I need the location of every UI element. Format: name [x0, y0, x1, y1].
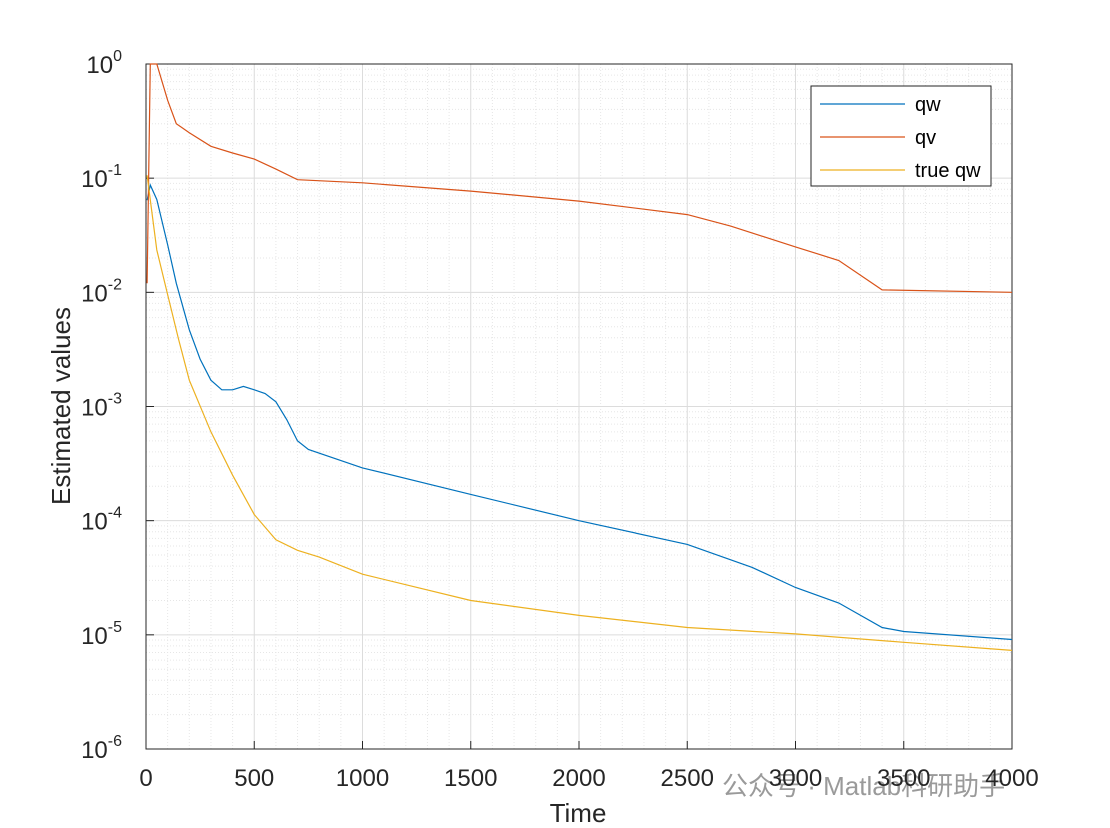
legend-label: qv [915, 127, 936, 149]
y-tick-label: 10-3 [81, 391, 122, 422]
plot-frame [145, 63, 1013, 750]
y-axis-label: Estimated values [46, 307, 76, 505]
series-line [146, 183, 1013, 641]
x-tick-label: 2000 [552, 765, 605, 792]
y-tick-exponent: -1 [108, 162, 122, 179]
series-line [146, 63, 1013, 293]
y-tick-base: 10 [81, 623, 108, 650]
y-tick-base: 10 [81, 166, 108, 193]
x-tick-label: 2500 [661, 765, 714, 792]
y-tick-exponent: -4 [108, 505, 122, 522]
legend-box [810, 85, 992, 187]
y-tick-exponent: -5 [108, 619, 122, 636]
y-tick-exponent: -3 [108, 391, 122, 408]
y-tick-exponent: 0 [113, 48, 122, 65]
y-tick-base: 10 [81, 280, 108, 307]
y-tick-base: 10 [86, 52, 113, 79]
y-tick-exponent: -2 [108, 276, 122, 293]
x-tick-label: 3000 [769, 765, 822, 792]
y-tick-base: 10 [81, 737, 108, 764]
x-axis-label: Time [550, 798, 607, 828]
x-tick-label: 1500 [444, 765, 497, 792]
y-tick-label: 10-5 [81, 619, 122, 650]
series-line [146, 175, 1013, 651]
x-tick-label: 500 [234, 765, 274, 792]
x-tick-label: 4000 [985, 765, 1038, 792]
x-tick-label: 0 [139, 765, 152, 792]
y-tick-base: 10 [81, 509, 108, 536]
y-tick-label: 10-2 [81, 276, 122, 307]
y-tick-base: 10 [81, 395, 108, 422]
x-tick-label: 1000 [336, 765, 389, 792]
y-tick-label: 10-1 [81, 162, 122, 193]
legend-label: qw [915, 94, 941, 116]
legend-label: true qw [915, 160, 981, 182]
watermark: 公众号 · Matlab科研助手 [722, 771, 1005, 801]
y-tick-label: 100 [86, 48, 122, 79]
y-tick-label: 10-6 [81, 733, 122, 764]
y-tick-exponent: -6 [108, 733, 122, 750]
x-tick-label: 3500 [877, 765, 930, 792]
y-tick-label: 10-4 [81, 505, 122, 536]
